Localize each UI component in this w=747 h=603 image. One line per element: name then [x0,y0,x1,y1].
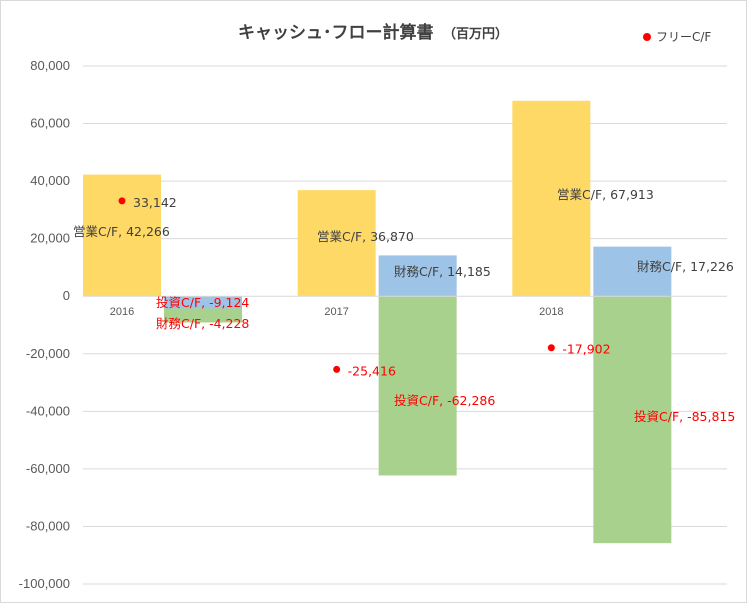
legend-label-free-cf: フリーC/F [656,30,711,44]
bar-2-1 [378,255,457,297]
data-label: 財務C/F, -4,228 [156,316,249,331]
data-label: 投資C/F, -62,286 [394,393,495,408]
free-cf-point [118,197,126,205]
y-tick-label: -60,000 [26,461,70,476]
y-tick-label: 80,000 [30,58,70,73]
free-cf-points [118,197,555,373]
y-tick-label: 60,000 [30,116,70,131]
free-cf-point [547,344,555,352]
bars [83,100,672,544]
free-cf-label: -25,416 [348,363,396,378]
data-label: 財務C/F, 17,226 [637,259,734,274]
legend-marker-free-cf [643,33,651,41]
bar-1-2 [593,296,672,544]
y-tick-label: -20,000 [26,346,70,361]
legend[interactable]: フリーC/F [643,30,711,44]
data-label: 営業C/F, 42,266 [73,224,170,239]
y-tick-label: -80,000 [26,518,70,533]
free-cf-label: -17,902 [562,342,610,357]
chart-title: キャッシュ･フロー計算書 （百万円） [238,22,508,43]
y-tick-label: 40,000 [30,173,70,188]
free-cf-point [333,365,341,373]
y-tick-label: 20,000 [30,231,70,246]
category-label: 2017 [324,306,348,318]
data-label: 財務C/F, 14,185 [394,264,491,279]
y-tick-label: -40,000 [26,403,70,418]
chart-title-unit: （百万円） [443,26,508,42]
free-cf-label: 33,142 [133,195,177,210]
bar-2-0 [164,296,242,309]
category-label: 2016 [110,306,134,318]
bar-2-2 [593,246,672,297]
category-labels: 2016 2017 2018 [110,306,564,318]
y-tick-label: 0 [63,288,70,303]
data-label: 営業C/F, 67,913 [557,187,654,202]
chart-title-main: キャッシュ･フロー計算書 [238,22,434,43]
data-labels: 営業C/F, 42,266 営業C/F, 36,870 営業C/F, 67,913 投… [73,187,735,424]
bar-1-1 [378,296,457,476]
data-label: 投資C/F, -9,124 [156,295,249,310]
data-label: 営業C/F, 36,870 [317,229,414,244]
y-axis: 80,000 60,000 40,000 20,000 0 -20,000 -40,000 -… [19,58,70,591]
category-label: 2018 [539,306,563,318]
bar-0-1 [297,190,376,297]
y-tick-label: -100,000 [19,576,70,591]
data-label: 投資C/F, -85,815 [634,409,735,424]
bar-0-2 [512,100,591,297]
bar-0-0 [83,174,161,297]
